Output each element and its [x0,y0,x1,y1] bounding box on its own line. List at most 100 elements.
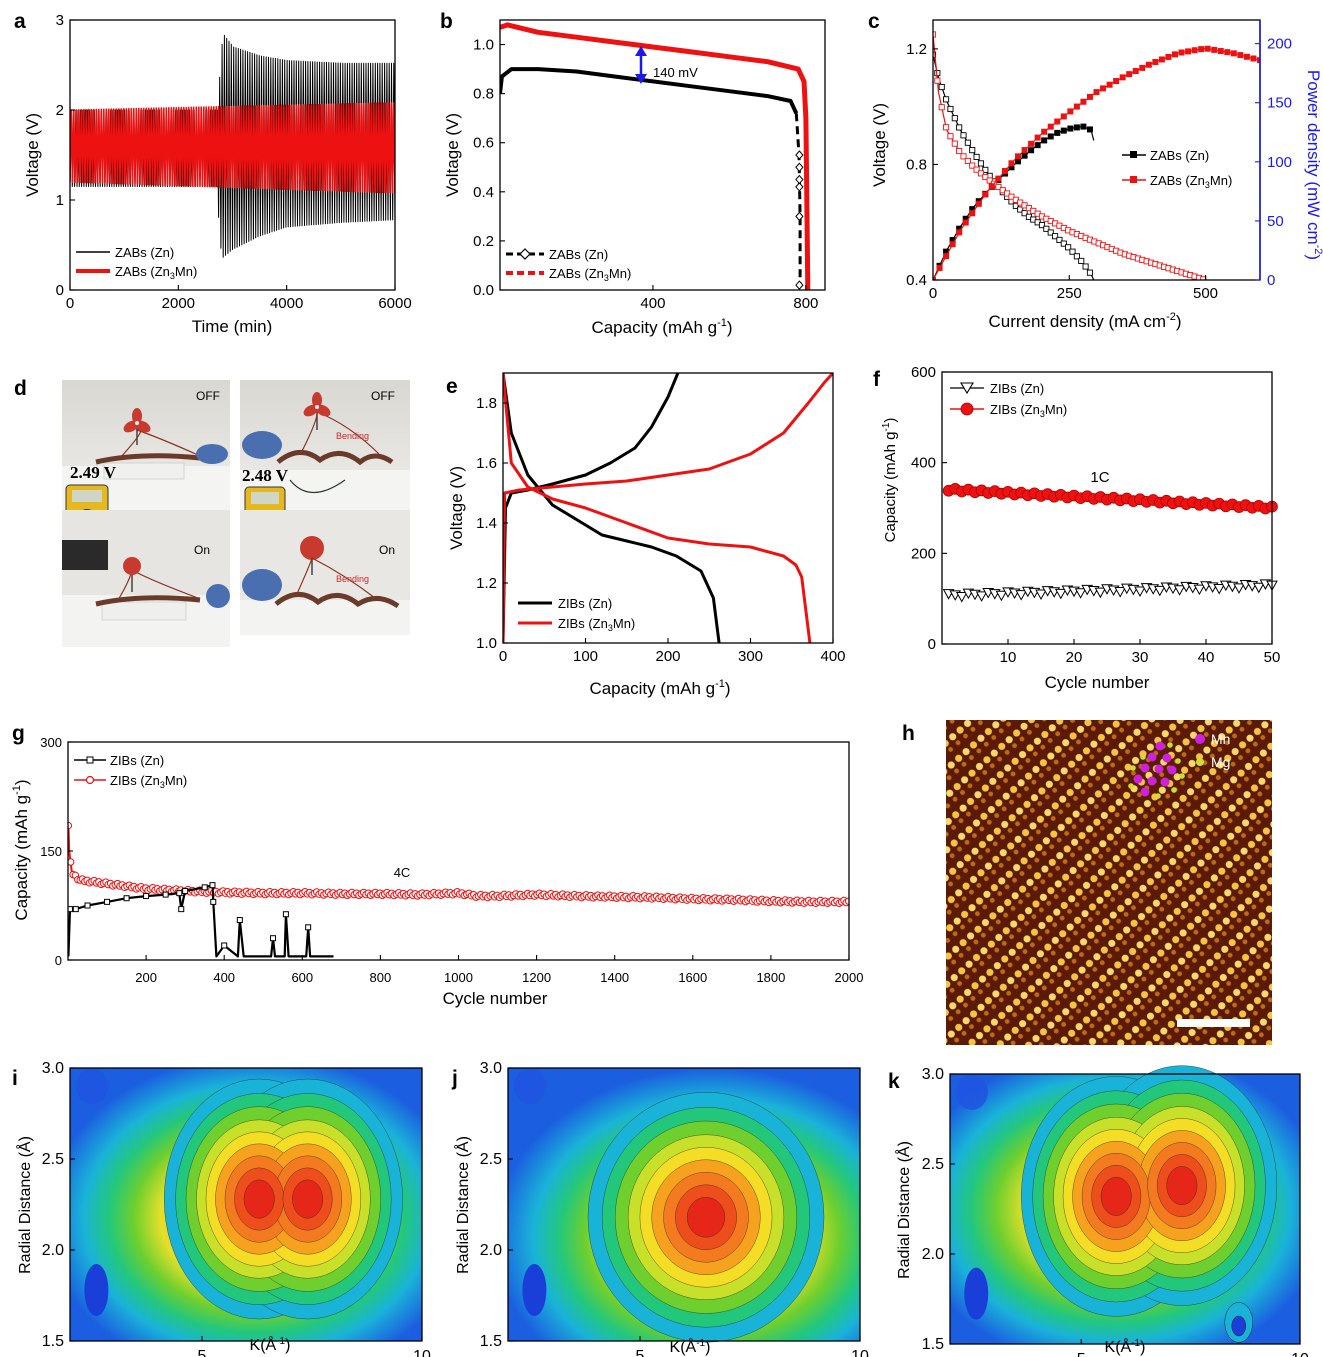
contour-level-9-peak-2 [292,1179,324,1219]
y-tick-label: 1.5 [922,1336,944,1353]
marker-zn-left [1017,206,1024,213]
marker-zn [975,591,988,602]
marker-zn3mn-right [1001,167,1008,174]
marker-zn-left [960,132,967,139]
y-tick-label: 1.5 [480,1333,502,1350]
x-tick-label: 1400 [600,970,629,985]
marker-zn [72,906,79,913]
marker-zn3mn-right [1152,59,1159,66]
marker-zn3mn-left [986,177,993,184]
marker-zn-left [1073,253,1080,260]
voltage-reading-right: 2.48 V [242,466,289,485]
marker-zn3mn-right [1191,47,1198,54]
y-tick-label: 3.0 [922,1066,944,1083]
panel-f-legend: ZIBs (Zn) ZIBs (Zn3Mn) [950,381,1067,419]
panel-g: 200 400 600 800 1000 1200 1400 1600 1800 2000 0 150… [11,735,863,1008]
y-tick-label: 1.6 [476,455,497,472]
x-tick-label: 6000 [378,295,411,312]
panel-f-xlabel: Cycle number [1045,673,1150,692]
panel-g-ylabel: Capacity (mAh g-1) [11,779,31,920]
marker-zn-right [1047,133,1054,140]
panel-f-frame [941,371,1273,645]
scale-bar [1177,1019,1250,1027]
marker-zn3mn-right [988,183,995,190]
marker-zn-left [1078,257,1085,264]
legend-marker-zn [960,382,974,395]
y-tick-label: 600 [911,364,936,381]
y-tick-label: 1.2 [906,41,927,58]
marker-zn3mn-right [1132,68,1139,75]
marker-zn3mn-right [1250,55,1257,62]
data-point-zn [795,162,804,173]
data-point-zn [795,150,804,160]
panel-e-xlabel: Capacity (mAh g-1) [589,678,730,698]
marker-zn3mn-left [1008,193,1015,200]
panel-k-xlabel: K(Å-1) [1105,1337,1146,1356]
marker-zn3mn-right [1086,93,1093,100]
mn-legend-marker [1195,734,1205,744]
photo-on-bending: On Bending [240,510,410,635]
marker-zn [1134,586,1146,597]
marker-zn [210,898,217,905]
y-tick-label: 2.5 [42,1151,64,1168]
marker-zn-right [1008,164,1015,171]
panel-e-frame [502,372,834,644]
marker-zn-left [1047,229,1054,236]
panel-letter-f: f [873,368,881,391]
marker-zn-left [1065,244,1072,251]
bending-label-top: Bending [336,431,369,441]
y-tick-label: 0 [56,282,64,299]
mg-legend-label: Mg [1211,754,1230,770]
panel-letter-g: g [12,722,25,745]
marker-zn3mn-right [1211,46,1218,53]
marker-zn-left [1043,225,1050,232]
marker-zn3mn-right [1041,128,1048,135]
marker-zn [1252,582,1265,594]
panel-e-legend: ZIBs (Zn) ZIBs (Zn3Mn) [518,596,635,633]
x-tick-label: 0 [499,648,507,665]
legend-label-zn3mn: ZABs (Zn3Mn) [549,266,631,283]
data-point-zn [795,211,804,222]
panel-b-legend: ZABs (Zn) ZABs (Zn3Mn) [506,247,631,283]
marker-zn [282,911,289,918]
marker-zn-left [982,166,989,173]
panel-b-frame [499,19,826,291]
marker-zn [123,895,130,902]
panel-letter-c: c [868,10,880,33]
marker-zn3mn-left [995,183,1002,191]
marker-zn [209,882,216,889]
panel-j-ylabel: Radial Distance (Å) [453,1136,472,1274]
x-tick-label: 5 [198,1348,207,1357]
x-tick-label: 5 [636,1348,645,1357]
marker-zn3mn-right [956,229,963,236]
panel-letter-e: e [446,375,458,398]
contour-level-9-peak-1 [686,1196,726,1238]
y-tick-label: 2.0 [42,1242,64,1259]
series-line-zn [500,67,799,115]
low-intensity-pocket [76,1068,108,1105]
secondary-peak-inner [1231,1315,1246,1337]
y-tick-label: 0.8 [906,156,927,173]
marker-zn3mn-right [995,175,1002,182]
panel-c-ylabel: Voltage (V) [870,103,889,187]
marker-zn3mn-right [1073,103,1080,110]
legend-label-zn3mn: ZIBs (Zn3Mn) [558,616,635,633]
marker-zn [1193,584,1206,596]
marker-zn [1173,585,1186,596]
marker-zn [1015,590,1028,601]
panel-g-rate-label: 4C [394,865,411,880]
y-tick-label: 1.0 [473,37,494,54]
marker-zn3mn-right [1093,89,1100,96]
photo-label-off-right: OFF [371,389,395,403]
panel-b: 400 800 0.0 0.2 0.4 0.6 0.8 1.0 Capacity (mAh g… [443,19,826,337]
marker-zn [1054,588,1067,600]
x-tick-label: 10 [413,1348,431,1357]
y-tick-label: 400 [911,455,936,472]
marker-zn3mn-right [1060,113,1067,120]
marker-zn-right [943,248,950,255]
panel-b-xlabel: Capacity (mAh g-1) [591,317,732,337]
marker-zn-right [1015,158,1022,165]
series-line-zn [68,884,334,958]
marker-zn3mn-left [951,140,958,147]
y-tick-label: 1.4 [476,515,497,532]
